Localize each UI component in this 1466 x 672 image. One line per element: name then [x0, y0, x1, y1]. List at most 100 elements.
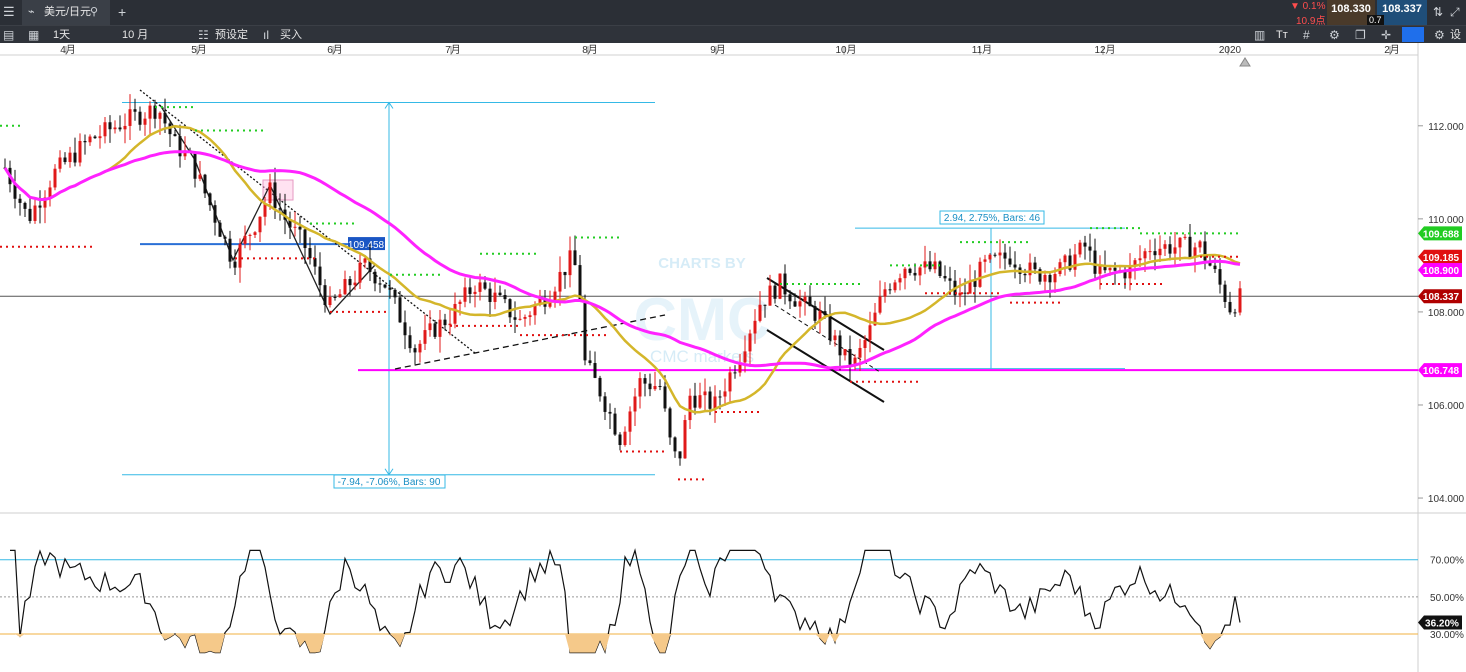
price-label: 109.688: [1423, 229, 1460, 240]
measure-down-label: -7.94, -7.06%, Bars: 90: [338, 477, 441, 488]
osc-oversold-fill: [650, 634, 655, 643]
copy-icon[interactable]: ❐: [1355, 28, 1366, 42]
period-select[interactable]: 10 月: [122, 29, 149, 41]
arrows-icon[interactable]: ⇅: [1433, 5, 1444, 19]
osc-value-box: [1418, 615, 1462, 630]
candle-body: [48, 187, 52, 198]
ask-price[interactable]: 108.337: [1377, 0, 1427, 25]
list-icon[interactable]: ▤: [3, 28, 15, 42]
candle-body: [148, 105, 152, 119]
osc-oversold-fill: [655, 634, 660, 653]
candle-body: [1033, 262, 1037, 270]
candle-body: [213, 205, 217, 223]
layout-icon[interactable]: ▦: [28, 28, 40, 42]
candle-body: [343, 279, 347, 295]
candle-body: [103, 122, 107, 137]
candle-body: [603, 396, 607, 412]
candle-body: [658, 386, 662, 388]
candle-body: [723, 391, 727, 397]
candle-body: [1233, 312, 1237, 314]
candle-body: [1213, 265, 1217, 270]
osc-oversold-fill: [1220, 634, 1225, 637]
add-tab-button[interactable]: +: [118, 4, 127, 20]
candle-body: [748, 333, 752, 352]
candle-body: [1228, 301, 1232, 313]
candle-body: [1088, 246, 1092, 251]
candle-body: [568, 250, 572, 276]
osc-oversold-fill: [825, 634, 830, 644]
candle-body: [683, 420, 687, 459]
osc-oversold-fill: [315, 634, 320, 653]
candle-body: [873, 312, 877, 326]
tab-usdjpy[interactable]: ⌁ 美元/日元 ⚲: [22, 0, 110, 25]
candle-body: [983, 259, 987, 262]
candle-body: [733, 372, 737, 374]
candle-body: [1238, 288, 1242, 313]
candle-body: [888, 289, 892, 291]
timeframe-select[interactable]: 1天: [53, 29, 71, 41]
candle-body: [1168, 244, 1172, 254]
candle-body: [1218, 269, 1222, 285]
candle-body: [978, 261, 982, 287]
settings-icon[interactable]: ⚙: [1434, 28, 1445, 42]
crosshair-icon[interactable]: ✛: [1381, 28, 1392, 42]
text-tool-button[interactable]: Tт: [1276, 29, 1288, 41]
candle-body: [333, 296, 337, 298]
candle-body: [68, 152, 72, 163]
month-tick-label: 7月: [445, 44, 461, 56]
expand-icon[interactable]: ⤢: [1450, 5, 1460, 19]
chart-toolbar: ▤ ▦ 1天 10 月 ☷ 预设定 ıl 买入 ▥ Tт # ⚙ ❐ ✛ ⚙ 设: [0, 25, 1466, 44]
level-label-box: [348, 237, 385, 251]
candle-body: [1153, 251, 1157, 256]
candle-body: [1188, 236, 1192, 257]
hamburger-icon[interactable]: ☰: [3, 4, 15, 19]
candle-body: [818, 311, 822, 321]
osc-oversold-fill: [210, 634, 215, 653]
price-labels: 109.688 109.185 108.900 108.337 106.748: [1418, 226, 1462, 378]
osc-oversold-fill: [300, 634, 305, 647]
price-label: 109.185: [1423, 253, 1460, 264]
candle-body: [1073, 254, 1077, 270]
month-tick-label: 9月: [710, 44, 726, 56]
settings-label[interactable]: 设: [1450, 29, 1461, 41]
candle-body: [233, 261, 237, 268]
osc-oversold-fill: [185, 634, 190, 648]
osc-oversold-fill: [1210, 634, 1215, 649]
panel-icon[interactable]: ▥: [1254, 28, 1266, 42]
candle-body: [608, 411, 612, 414]
ma-slow-line: [3, 150, 1241, 370]
osc-oversold-fill: [660, 634, 665, 653]
month-axis-bg: [0, 43, 1466, 56]
candle-body: [678, 451, 682, 459]
candle-body: [1173, 247, 1177, 254]
month-tick-label: 4月: [60, 44, 76, 56]
candle-body: [718, 396, 722, 398]
osc-oversold-fill: [575, 634, 580, 653]
candle-body: [558, 271, 562, 292]
candle-body: [1138, 258, 1142, 261]
candle-body: [948, 278, 952, 281]
preset-button[interactable]: 预设定: [215, 29, 248, 41]
buy-button[interactable]: 买入: [280, 29, 302, 41]
osc-oversold-fill: [600, 634, 605, 652]
month-tick-label: 11月: [972, 44, 992, 56]
grid-icon[interactable]: #: [1303, 28, 1310, 42]
candle-body: [443, 319, 447, 326]
osc-oversold-fill: [815, 634, 820, 639]
candle-body: [473, 291, 477, 294]
candle-body: [198, 174, 202, 179]
candle-body: [1093, 250, 1097, 274]
candle-body: [828, 315, 832, 341]
candle-body: [628, 411, 632, 432]
candle-body: [668, 408, 672, 438]
candle-body: [128, 109, 132, 126]
measure-up-box: [939, 210, 1045, 225]
candle-body: [58, 157, 62, 169]
cursor-tool-button[interactable]: [1402, 27, 1424, 42]
candle-body: [613, 413, 617, 435]
indicator-icon[interactable]: ⚙: [1329, 28, 1340, 42]
candle-body: [463, 287, 467, 302]
search-icon[interactable]: ⚲: [90, 6, 99, 18]
candle-body: [498, 292, 502, 295]
